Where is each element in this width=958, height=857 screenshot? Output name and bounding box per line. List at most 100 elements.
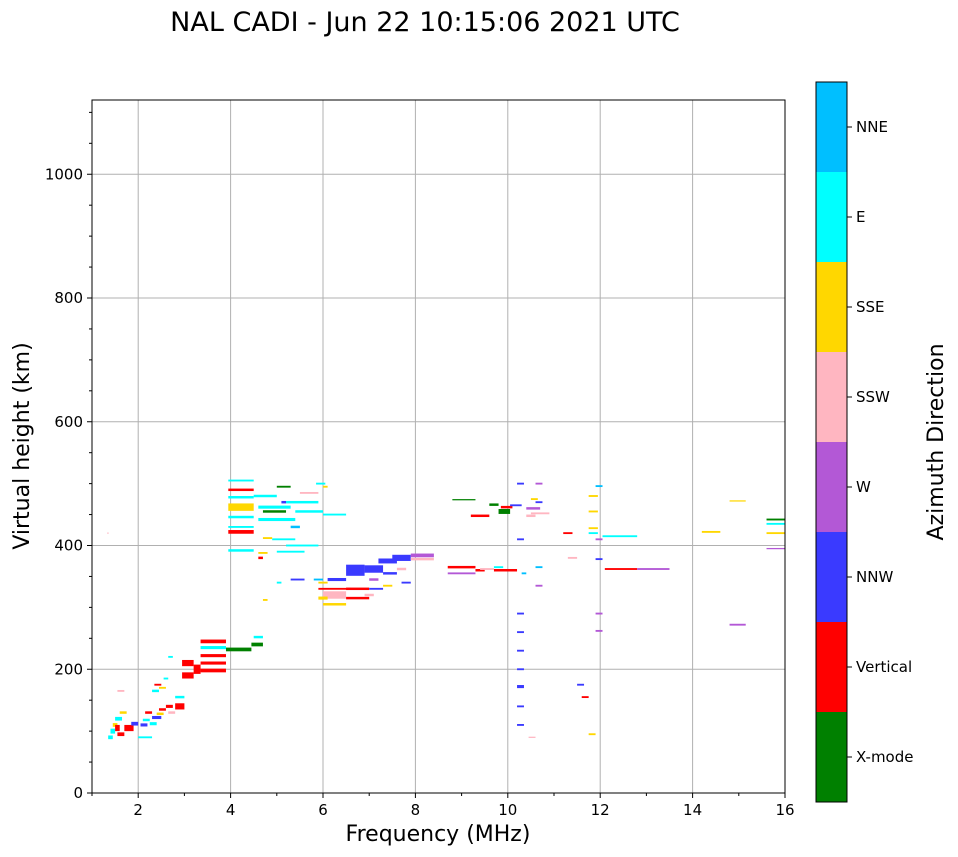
x-tick-label: 4 bbox=[226, 801, 236, 819]
echo-trace bbox=[526, 514, 536, 518]
plot-frame bbox=[91, 99, 786, 794]
echo-trace bbox=[152, 689, 159, 693]
echo-trace bbox=[595, 538, 603, 541]
echo-trace bbox=[281, 500, 287, 504]
echo-trace bbox=[290, 578, 305, 581]
echo-trace bbox=[480, 568, 494, 570]
y-axis-ticks: 0 200 400 600 800 1000 bbox=[45, 111, 92, 802]
echo-trace bbox=[517, 538, 524, 541]
echo-trace bbox=[346, 564, 365, 576]
echo-trace bbox=[200, 654, 226, 658]
echo-trace bbox=[327, 577, 347, 582]
echo-trace bbox=[140, 723, 148, 727]
echo-trace bbox=[489, 503, 499, 506]
echo-trace bbox=[228, 479, 254, 482]
echo-trace bbox=[200, 668, 226, 673]
echo-trace bbox=[175, 695, 185, 699]
colorbar-segment bbox=[816, 532, 847, 622]
echo-trace bbox=[163, 677, 169, 680]
echo-trace bbox=[168, 655, 173, 658]
echo-trace bbox=[124, 724, 134, 732]
echo-trace bbox=[200, 661, 226, 665]
colorbar-tick-label: SSW bbox=[856, 388, 890, 406]
echo-trace bbox=[500, 505, 513, 509]
echo-trace bbox=[535, 501, 543, 504]
echo-trace bbox=[117, 732, 125, 737]
echo-trace bbox=[517, 649, 524, 652]
echo-trace bbox=[228, 515, 254, 519]
x-tick-label: 12 bbox=[591, 801, 610, 819]
colorbar-label: Azimuth Direction bbox=[924, 343, 949, 540]
echo-trace bbox=[182, 672, 194, 679]
echo-trace bbox=[577, 683, 585, 686]
echo-trace bbox=[323, 591, 347, 599]
echo-trace bbox=[383, 584, 393, 587]
echo-trace bbox=[228, 530, 254, 534]
echo-trace bbox=[528, 736, 536, 738]
echo-trace bbox=[595, 558, 603, 561]
echo-trace bbox=[517, 668, 524, 671]
echo-trace bbox=[258, 517, 296, 522]
echo-trace bbox=[276, 485, 291, 488]
echo-trace bbox=[175, 703, 185, 710]
echo-trace bbox=[517, 685, 524, 689]
echo-trace bbox=[323, 603, 347, 606]
colorbar-frame bbox=[815, 81, 848, 803]
echo-trace bbox=[766, 518, 785, 521]
y-tick-label: 1000 bbox=[45, 165, 83, 183]
echo-trace bbox=[182, 659, 194, 667]
echo-trace bbox=[563, 532, 573, 535]
colorbar-segment bbox=[816, 82, 847, 172]
echo-trace bbox=[253, 494, 277, 498]
colorbar-segment bbox=[816, 442, 847, 532]
echo-trace bbox=[447, 565, 476, 569]
x-tick-label: 6 bbox=[318, 801, 328, 819]
echo-trace bbox=[364, 593, 374, 597]
echo-trace bbox=[729, 500, 746, 502]
x-tick-label: 16 bbox=[775, 801, 794, 819]
y-axis-label: Virtual height (km) bbox=[10, 342, 35, 549]
echo-trace bbox=[595, 612, 603, 615]
echo-trace bbox=[117, 689, 125, 692]
echo-trace bbox=[766, 532, 785, 535]
colorbar-tick-label: E bbox=[856, 208, 865, 226]
echo-trace bbox=[258, 556, 263, 560]
colorbar-segment bbox=[816, 352, 847, 442]
echo-trace bbox=[493, 566, 504, 569]
echo-trace bbox=[168, 711, 176, 714]
grid-lines bbox=[92, 100, 786, 794]
y-tick-label: 0 bbox=[73, 784, 83, 802]
echo-trace bbox=[152, 715, 162, 720]
echo-trace bbox=[258, 505, 291, 509]
echo-trace bbox=[378, 558, 397, 564]
colorbar: X-mode Vertical NNW W SSW SSE E NNE bbox=[815, 81, 913, 803]
echo-trace bbox=[517, 631, 524, 634]
echo-trace bbox=[119, 711, 127, 714]
echo-trace bbox=[602, 535, 638, 538]
echo-trace bbox=[364, 565, 384, 573]
colorbar-tick-label: W bbox=[856, 478, 871, 496]
colorbar-segment bbox=[816, 262, 847, 352]
echo-trace bbox=[138, 736, 153, 739]
echo-trace bbox=[262, 510, 287, 513]
echo-trace bbox=[228, 549, 254, 552]
echo-trace bbox=[145, 711, 153, 714]
x-tick-label: 2 bbox=[133, 801, 143, 819]
echo-trace bbox=[158, 708, 166, 711]
echo-trace bbox=[452, 499, 476, 501]
colorbar-tick-label: X-mode bbox=[856, 748, 913, 766]
echo-trace bbox=[253, 635, 263, 639]
echo-trace bbox=[115, 716, 123, 721]
echo-trace bbox=[369, 578, 379, 581]
echo-trace bbox=[262, 537, 273, 540]
echo-trace bbox=[110, 728, 116, 734]
echo-trace bbox=[729, 623, 746, 626]
echo-trace bbox=[567, 556, 578, 559]
echo-trace bbox=[369, 587, 384, 590]
echo-trace bbox=[108, 735, 113, 740]
chart-title: NAL CADI - Jun 22 10:15:06 2021 UTC bbox=[170, 7, 680, 38]
colorbar-tick-label: Vertical bbox=[856, 658, 912, 676]
echo-trace bbox=[156, 712, 164, 716]
echo-trace bbox=[581, 696, 589, 699]
echo-trace bbox=[401, 581, 411, 584]
